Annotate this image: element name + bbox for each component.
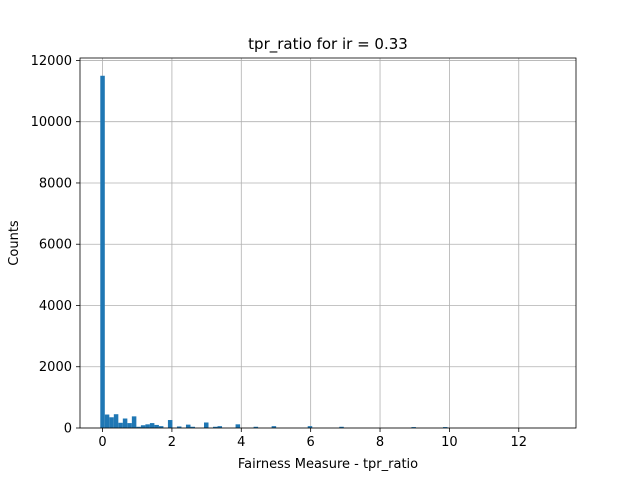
x-tick-label: 12	[510, 435, 527, 450]
histogram-bar	[100, 75, 105, 429]
histogram-bar	[136, 426, 141, 428]
y-tick-label: 8000	[39, 176, 72, 191]
histogram-bar	[217, 426, 223, 428]
histogram-bar	[235, 424, 241, 428]
histogram-bar	[307, 426, 313, 428]
chart-title: tpr_ratio for ir = 0.33	[248, 35, 408, 54]
histogram-bar	[158, 426, 164, 428]
histogram-bar	[122, 418, 128, 428]
histogram-bar	[185, 424, 191, 428]
histogram-bar	[149, 423, 155, 428]
histogram-bar	[131, 416, 137, 428]
histogram-bar	[190, 426, 195, 428]
x-tick-label: 10	[441, 435, 458, 450]
histogram-bar	[213, 426, 218, 428]
x-tick-label: 6	[307, 435, 315, 450]
histogram-bar	[118, 422, 123, 428]
grid-layer	[80, 58, 576, 429]
y-tick-label: 0	[64, 422, 72, 437]
y-tick-label: 6000	[39, 238, 72, 253]
histogram-bar	[167, 420, 173, 428]
histogram-bar	[140, 425, 146, 428]
bars-layer	[100, 75, 448, 429]
histogram-bar	[113, 414, 119, 428]
histogram-bar	[127, 423, 132, 428]
histogram-bar	[154, 424, 159, 428]
histogram-bar	[271, 426, 277, 428]
histogram-bar	[204, 422, 209, 428]
x-tick-label: 2	[168, 435, 176, 450]
x-tick-label: 0	[98, 435, 106, 450]
histogram-bar	[253, 426, 259, 428]
histogram-bar	[411, 427, 416, 428]
y-tick-label: 2000	[39, 360, 72, 375]
histogram-bar	[339, 426, 344, 428]
ticks-layer: 0 2 4 6 8 10 12 0 2000 4000 6000 8000 10000 12000	[31, 54, 527, 450]
y-tick-label: 4000	[39, 299, 72, 314]
x-tick-label: 8	[376, 435, 384, 450]
y-tick-label: 10000	[31, 115, 72, 130]
x-tick-label: 4	[237, 435, 245, 450]
histogram-bar	[145, 424, 150, 428]
x-axis-label: Fairness Measure - tpr_ratio	[238, 457, 418, 472]
histogram-bar	[104, 414, 110, 428]
plot-frame	[79, 57, 577, 429]
y-tick-label: 12000	[31, 54, 72, 69]
histogram-bar	[176, 426, 182, 428]
histogram-bar	[442, 427, 448, 428]
y-axis-label: Counts	[7, 220, 22, 266]
histogram-bar	[109, 417, 114, 428]
